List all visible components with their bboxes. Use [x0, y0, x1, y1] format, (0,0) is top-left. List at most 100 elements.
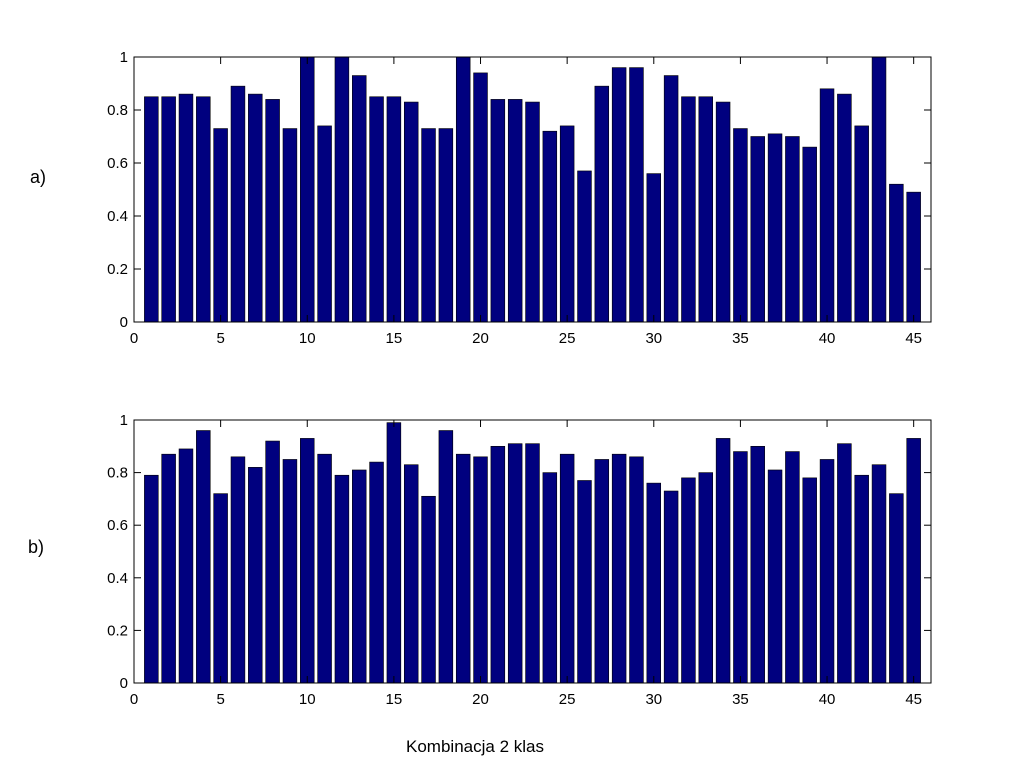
bar [300, 438, 315, 684]
bar [733, 128, 748, 323]
bar [663, 75, 679, 323]
bar [403, 464, 419, 684]
axes-frame [133, 419, 932, 684]
bar [889, 493, 904, 684]
bar [144, 474, 159, 684]
axes-frame [133, 56, 932, 323]
bar [802, 146, 817, 323]
bar [871, 56, 887, 323]
panel-label: a) [30, 167, 46, 187]
bar [144, 96, 159, 323]
bar [265, 99, 280, 323]
bar [819, 459, 835, 684]
y-tick-label: 0.4 [107, 208, 128, 225]
bar [455, 56, 471, 323]
bar [455, 453, 471, 684]
bar [525, 101, 540, 323]
bar [334, 56, 350, 323]
bar [698, 96, 713, 323]
bar [854, 125, 869, 323]
bar [715, 438, 731, 684]
bar [802, 477, 817, 684]
x-tick-label: 45 [905, 691, 922, 708]
y-tick-label: 0.6 [107, 155, 128, 172]
bar [750, 445, 765, 684]
bar [386, 96, 402, 323]
bar [785, 136, 800, 323]
x-tick-label: 10 [299, 691, 316, 708]
bar [542, 130, 558, 323]
bar [629, 456, 644, 684]
bar [715, 101, 731, 323]
bar [906, 191, 921, 323]
bar [178, 93, 194, 323]
bar [230, 85, 246, 323]
x-axis-label: Kombinacja 2 klas [406, 737, 544, 756]
x-tick-label: 20 [472, 330, 489, 347]
bar [213, 493, 228, 684]
x-tick-label: 5 [216, 691, 224, 708]
y-tick-label: 1 [120, 412, 128, 429]
bar [248, 93, 263, 323]
bar [438, 430, 454, 684]
x-tick-label: 0 [130, 691, 138, 708]
bar [369, 96, 384, 323]
bar [196, 96, 211, 323]
bar [473, 456, 488, 684]
bar [750, 136, 765, 323]
bar [473, 72, 488, 323]
bar [559, 125, 575, 323]
bar [248, 467, 263, 684]
x-tick-label: 35 [732, 691, 749, 708]
bar [785, 451, 800, 684]
bar [525, 443, 540, 684]
bar [490, 445, 506, 684]
y-tick-label: 0.2 [107, 261, 128, 278]
bar [594, 459, 610, 684]
bar [594, 85, 610, 323]
bar [767, 469, 783, 684]
y-tick-label: 1 [120, 49, 128, 66]
bar [854, 474, 869, 684]
bar [161, 453, 176, 684]
bar [733, 451, 748, 684]
x-tick-label: 0 [130, 330, 138, 347]
bar [196, 430, 211, 684]
bar [698, 472, 713, 684]
chart-panel-a: 0 5 10 15 20 25 30 35 40 45 0 0.2 0.4 0.6 0.8 1 a) [30, 49, 932, 347]
x-tick-label: 5 [216, 330, 224, 347]
x-tick-label: 30 [645, 691, 662, 708]
bar [421, 495, 436, 684]
y-tick-label: 0.4 [107, 570, 128, 587]
bar [507, 99, 523, 323]
x-tick-label: 15 [386, 691, 403, 708]
bar [681, 477, 696, 684]
y-tick-label: 0 [120, 675, 128, 692]
y-tick-label: 0.8 [107, 102, 128, 119]
bar [178, 448, 194, 684]
bar [906, 438, 921, 684]
bar [646, 482, 662, 684]
bar [611, 453, 627, 684]
bar [490, 99, 506, 323]
bar [889, 183, 904, 323]
bar [352, 75, 367, 323]
bar [767, 133, 783, 323]
x-tick-label: 40 [819, 691, 836, 708]
bar [352, 469, 367, 684]
bar [507, 443, 523, 684]
bar [317, 125, 332, 323]
y-tick-label: 0.6 [107, 517, 128, 534]
bar [663, 490, 679, 684]
bar [334, 474, 350, 684]
bar [646, 173, 662, 323]
bar [871, 464, 887, 684]
bar [611, 67, 627, 323]
bar [421, 128, 436, 323]
x-tick-label: 20 [472, 691, 489, 708]
bar [386, 422, 402, 684]
bar [819, 88, 835, 323]
bar [438, 128, 454, 323]
bar [282, 128, 298, 323]
